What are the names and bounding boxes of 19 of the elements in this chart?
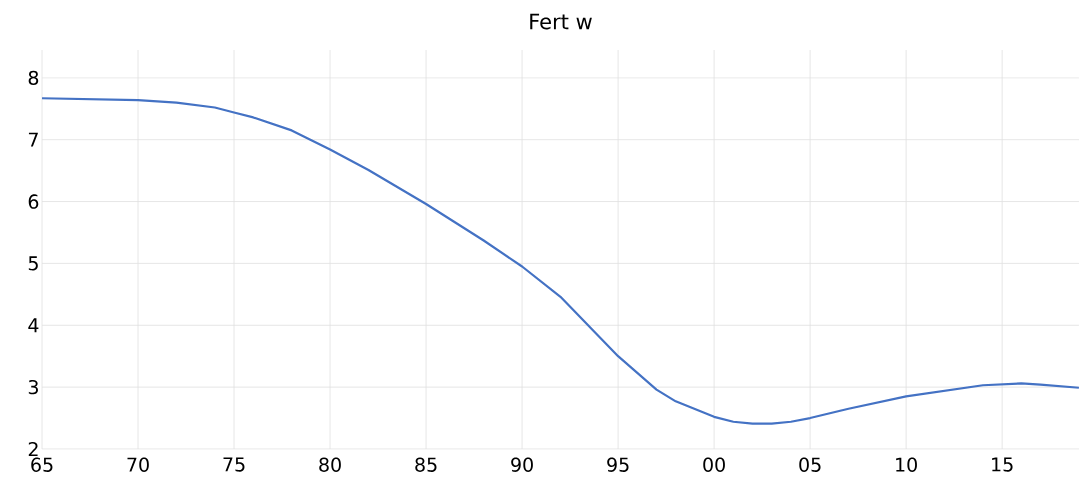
x-tick-label: 05 bbox=[799, 457, 821, 472]
y-tick-label: 4 bbox=[28, 318, 39, 333]
y-tick-label: 8 bbox=[28, 70, 39, 86]
y-tick-label: 7 bbox=[28, 132, 38, 147]
x-tick-label: 75 bbox=[223, 457, 245, 472]
y-tick-label: 6 bbox=[28, 194, 39, 209]
x-tick-label: 85 bbox=[415, 457, 437, 472]
x-tick-label: 00 bbox=[703, 457, 725, 472]
x-tick-label: 10 bbox=[896, 457, 917, 472]
x-tick-label: 90 bbox=[511, 457, 533, 472]
y-tick-label: 5 bbox=[28, 256, 38, 271]
x-tick-label: 15 bbox=[992, 457, 1013, 472]
y-tick-label: 3 bbox=[28, 379, 38, 395]
chart-title: Fert w bbox=[530, 13, 592, 30]
x-tick-label: 65 bbox=[31, 457, 53, 472]
y-tick-label: 2 bbox=[28, 441, 38, 457]
x-tick-label: 70 bbox=[127, 457, 149, 472]
x-tick-label: 80 bbox=[319, 457, 341, 472]
x-tick-label: 95 bbox=[607, 457, 629, 472]
